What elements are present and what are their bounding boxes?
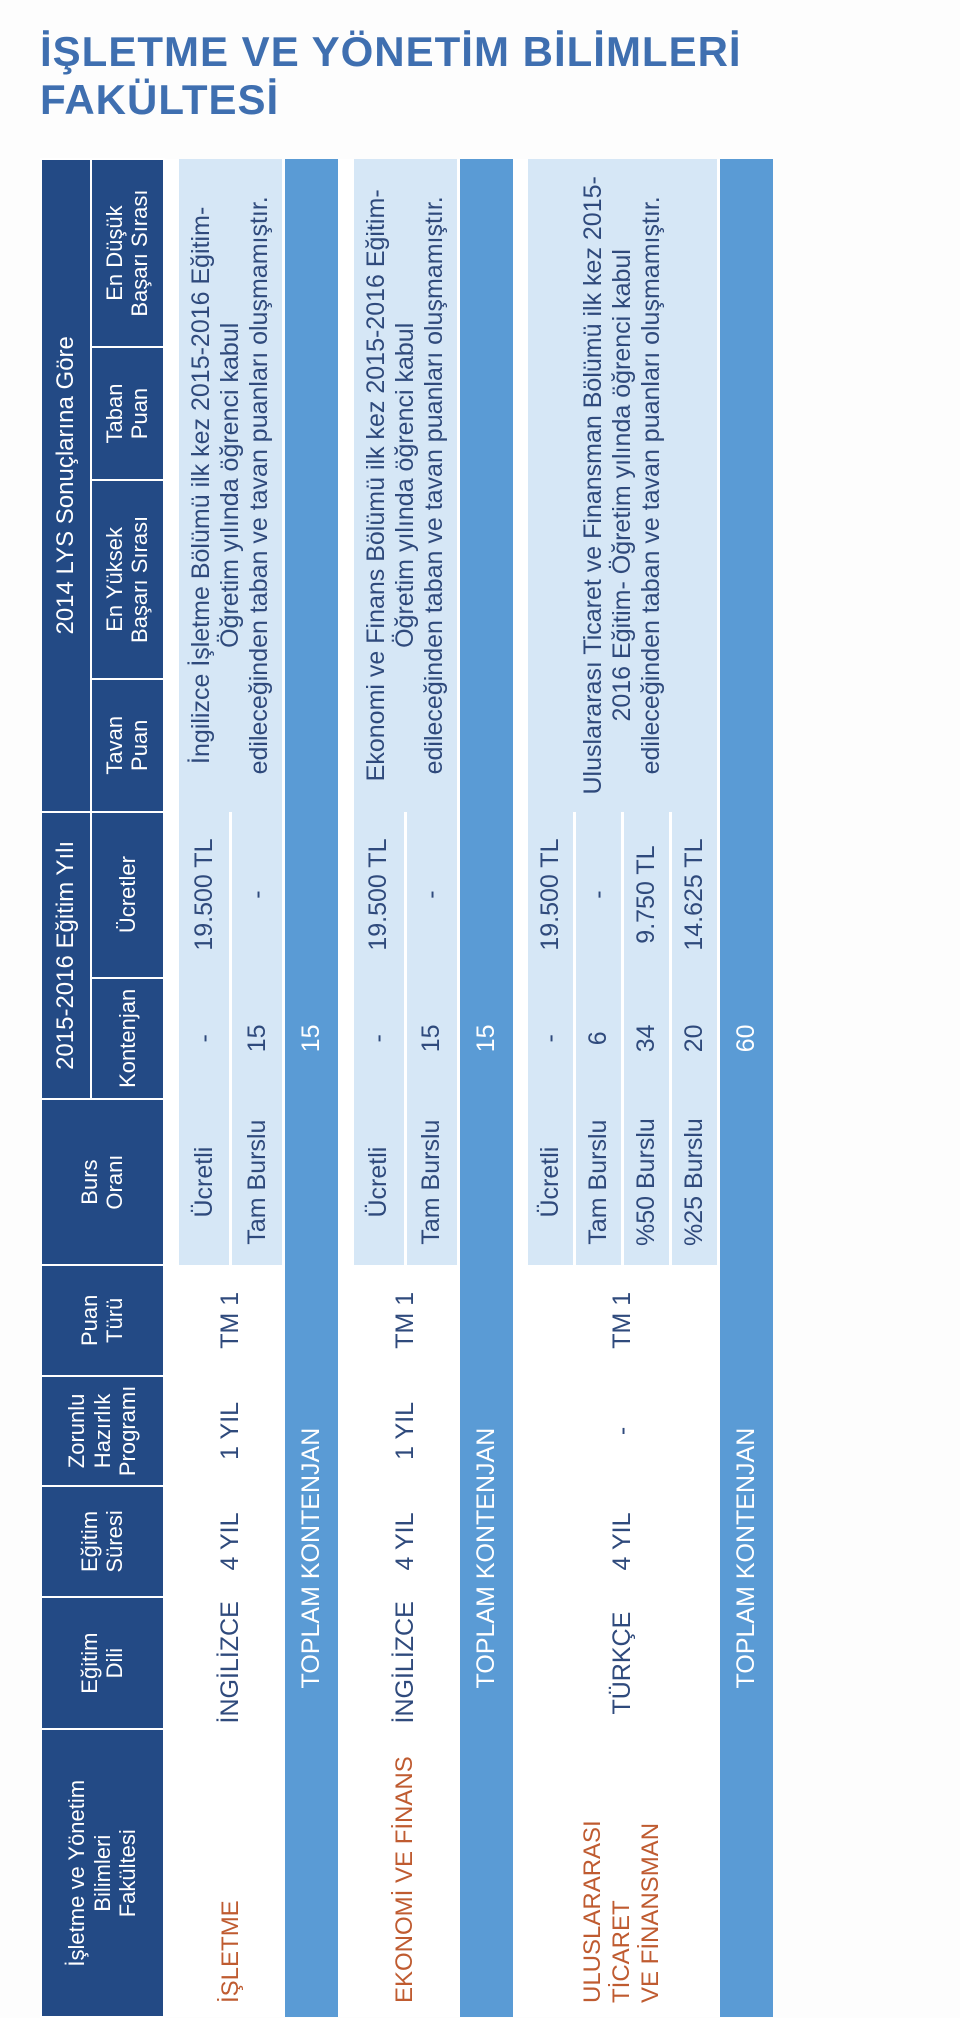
cell-sure: 4 YIL	[527, 1486, 719, 1597]
hdr-en-yuksek: En YüksekBaşarı Sırası	[91, 480, 164, 679]
hdr-lys-group: 2014 LYS Sonuçlarına Göre	[41, 159, 91, 812]
cell-hazirlik: -	[527, 1376, 719, 1487]
hdr-ucretler: Ücretler	[91, 812, 164, 978]
cell-ucret: -	[405, 812, 458, 978]
cell-ucret: 14.625 TL	[671, 812, 719, 978]
cell-kont: 6	[575, 978, 623, 1100]
cell-hazirlik: 1 YIL	[178, 1376, 284, 1487]
note-cell: Ekonomi ve Finans Bölümü ilk kez 2015-20…	[352, 159, 458, 812]
cell-sure: 4 YIL	[178, 1486, 284, 1597]
rotated-table-stage: İşletme ve Yönetim BilimleriFakültesi Eğ…	[40, 158, 920, 2018]
total-kont: 60	[719, 978, 774, 1100]
cell-burs: %50 Burslu	[623, 1099, 671, 1265]
cell-ucret: 19.500 TL	[178, 812, 231, 978]
total-fill	[458, 159, 513, 978]
cell-ucret: -	[575, 812, 623, 978]
cell-hazirlik: 1 YIL	[352, 1376, 458, 1487]
cell-kont: -	[527, 978, 575, 1100]
cell-dil: TÜRKÇE	[527, 1597, 719, 1730]
total-label: TOPLAM KONTENJAN	[284, 1099, 339, 2017]
table-row: İŞLETME İNGİLİZCE 4 YIL 1 YIL TM 1 Ücret…	[178, 159, 231, 2017]
table-row: EKONOMİ VE FİNANS İNGİLİZCE 4 YIL 1 YIL …	[352, 159, 405, 2017]
cell-burs: Ücretli	[352, 1099, 405, 1265]
cell-dil: İNGİLİZCE	[352, 1597, 458, 1730]
note-title: İngilizce İşletme Bölümü	[187, 494, 215, 764]
total-row: TOPLAM KONTENJAN 15	[458, 159, 513, 2017]
hdr-puan-turu: PuanTürü	[41, 1265, 164, 1376]
note-cell: İngilizce İşletme Bölümü ilk kez 2015-20…	[178, 159, 284, 812]
hdr-zorunlu-hazirlik: ZorunluHazırlıkProgramı	[41, 1376, 164, 1487]
cell-kont: 20	[671, 978, 719, 1100]
hdr-burs-orani: BursOranı	[41, 1099, 164, 1265]
page-title: İŞLETME VE YÖNETİM BİLİMLERİ FAKÜLTESİ	[40, 28, 920, 124]
total-fill	[719, 159, 774, 978]
rotated-table-viewport: İşletme ve Yönetim BilimleriFakültesi Eğ…	[40, 158, 920, 2018]
cell-burs: Tam Burslu	[231, 1099, 284, 1265]
cell-burs: Tam Burslu	[405, 1099, 458, 1265]
hdr-kontenjan: Kontenjan	[91, 978, 164, 1100]
note-cell: Uluslararası Ticaret ve Finansman Bölümü…	[527, 159, 719, 812]
cell-kont: 15	[405, 978, 458, 1100]
cell-burs: %25 Burslu	[671, 1099, 719, 1265]
total-fill	[284, 159, 339, 978]
note-title: Ekonomi ve Finans Bölümü	[362, 477, 390, 781]
hdr-egitim-suresi: EğitimSüresi	[41, 1486, 164, 1597]
cell-ucret: -	[231, 812, 284, 978]
hdr-tavan-puan: TavanPuan	[91, 679, 164, 812]
hdr-taban-puan: TabanPuan	[91, 347, 164, 480]
total-kont: 15	[458, 978, 513, 1100]
note-title: Uluslararası Ticaret ve Finansman Bölümü	[579, 323, 607, 794]
hdr-egitim-yili-group: 2015-2016 Eğitim Yılı	[41, 812, 91, 1100]
cell-dil: İNGİLİZCE	[178, 1597, 284, 1730]
hdr-egitim-dili: EğitimDili	[41, 1597, 164, 1730]
cell-kont: 15	[231, 978, 284, 1100]
hdr-en-dusuk: En DüşükBaşarı Sırası	[91, 159, 164, 347]
cell-ucret: 19.500 TL	[527, 812, 575, 978]
program-name: EKONOMİ VE FİNANS	[352, 1729, 458, 2017]
cell-kont: -	[178, 978, 231, 1100]
header-row-1: İşletme ve Yönetim BilimleriFakültesi Eğ…	[41, 159, 91, 2017]
cell-puan: TM 1	[352, 1265, 458, 1376]
table-row: ULUSLARARASI TİCARETVE FİNANSMAN TÜRKÇE …	[527, 159, 575, 2017]
programs-table: İşletme ve Yönetim BilimleriFakültesi Eğ…	[40, 158, 773, 2018]
total-kont: 15	[284, 978, 339, 1100]
cell-burs: Ücretli	[178, 1099, 231, 1265]
total-row: TOPLAM KONTENJAN 15	[284, 159, 339, 2017]
cell-burs: Tam Burslu	[575, 1099, 623, 1265]
cell-ucret: 19.500 TL	[352, 812, 405, 978]
total-label: TOPLAM KONTENJAN	[719, 1099, 774, 2017]
total-label: TOPLAM KONTENJAN	[458, 1099, 513, 2017]
cell-puan: TM 1	[178, 1265, 284, 1376]
cell-burs: Ücretli	[527, 1099, 575, 1265]
program-name: ULUSLARARASI TİCARETVE FİNANSMAN	[527, 1729, 719, 2017]
cell-puan: TM 1	[527, 1265, 719, 1376]
total-row: TOPLAM KONTENJAN 60	[719, 159, 774, 2017]
hdr-faculty: İşletme ve Yönetim BilimleriFakültesi	[41, 1729, 164, 2017]
cell-sure: 4 YIL	[352, 1486, 458, 1597]
cell-kont: -	[352, 978, 405, 1100]
cell-ucret: 9.750 TL	[623, 812, 671, 978]
cell-kont: 34	[623, 978, 671, 1100]
program-name: İŞLETME	[178, 1729, 284, 2017]
